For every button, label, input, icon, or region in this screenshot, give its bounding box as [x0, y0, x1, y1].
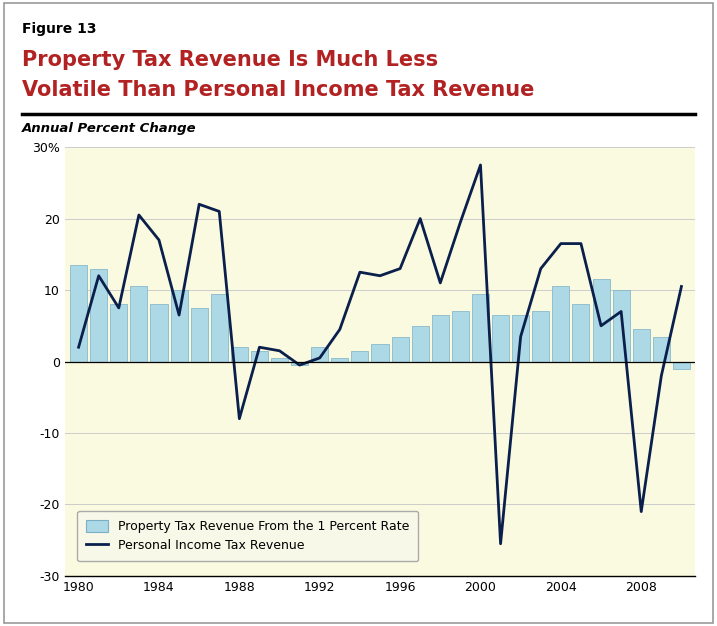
Bar [331, 358, 348, 362]
Bar [652, 337, 670, 362]
Bar [371, 344, 389, 362]
Bar [171, 290, 188, 362]
Bar [532, 312, 549, 362]
Bar [612, 290, 630, 362]
Bar [70, 265, 87, 362]
Bar [231, 347, 248, 362]
Bar [110, 304, 128, 362]
Bar [291, 362, 308, 365]
Bar [130, 287, 148, 362]
Bar [673, 362, 690, 369]
Bar [351, 351, 369, 362]
Bar [391, 337, 409, 362]
Bar [412, 326, 429, 362]
Bar [191, 308, 208, 362]
Bar [632, 329, 650, 362]
Bar [452, 312, 469, 362]
Bar [552, 287, 569, 362]
Bar [492, 315, 509, 362]
Bar [311, 347, 328, 362]
Text: Volatile Than Personal Income Tax Revenue: Volatile Than Personal Income Tax Revenu… [22, 80, 534, 100]
Text: Figure 13: Figure 13 [22, 22, 96, 36]
Bar [251, 351, 268, 362]
Text: Property Tax Revenue Is Much Less: Property Tax Revenue Is Much Less [22, 50, 437, 70]
Bar [512, 315, 529, 362]
Legend: Property Tax Revenue From the 1 Percent Rate, Personal Income Tax Revenue: Property Tax Revenue From the 1 Percent … [77, 511, 419, 561]
Bar [211, 294, 228, 362]
Bar [90, 269, 108, 362]
Bar [432, 315, 449, 362]
Bar [151, 304, 168, 362]
Bar [572, 304, 589, 362]
Bar [472, 294, 489, 362]
Bar [271, 358, 288, 362]
Bar [592, 279, 609, 362]
Text: Annual Percent Change: Annual Percent Change [22, 122, 196, 135]
